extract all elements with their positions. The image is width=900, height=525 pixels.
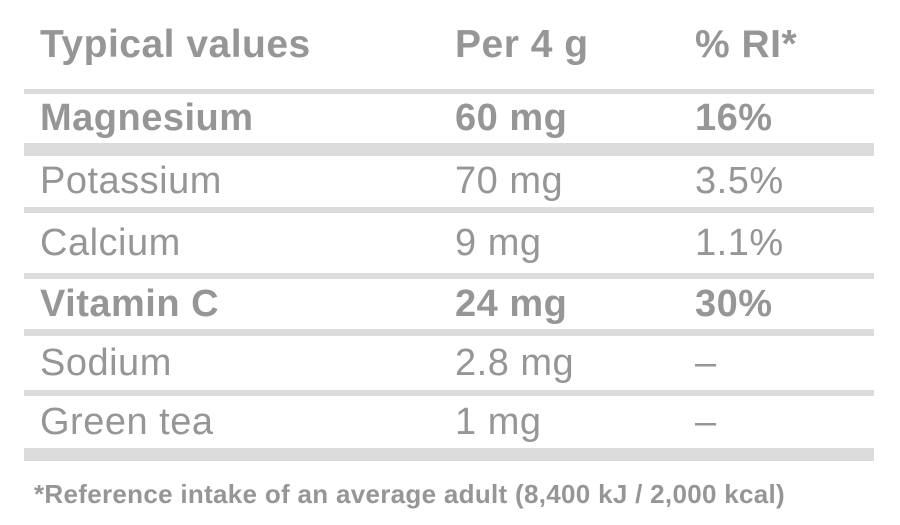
divider — [24, 390, 874, 396]
nutrient-name: Vitamin C — [40, 282, 220, 325]
table-row-potassium: Potassium 70 mg 3.5% — [0, 156, 900, 207]
table-row-green-tea: Green tea 1 mg – — [0, 396, 900, 448]
nutrient-name: Magnesium — [40, 97, 254, 139]
nutrient-percent-ri: – — [695, 400, 717, 443]
nutrient-name: Green tea — [40, 400, 214, 443]
table-row-sodium: Sodium 2.8 mg – — [0, 336, 900, 390]
nutrient-name: Calcium — [40, 221, 181, 264]
divider — [24, 207, 874, 213]
nutrient-percent-ri: 30% — [695, 282, 773, 325]
nutrient-amount: 1 mg — [455, 400, 542, 443]
nutrient-amount: 9 mg — [455, 221, 542, 264]
reference-intake-footnote: *Reference intake of an average adult (8… — [34, 479, 786, 509]
divider — [24, 143, 874, 156]
nutrient-amount: 60 mg — [455, 97, 568, 139]
nutrient-name: Sodium — [40, 341, 172, 384]
table-row-calcium: Calcium 9 mg 1.1% — [0, 213, 900, 273]
nutrient-percent-ri: 3.5% — [695, 160, 784, 202]
nutrient-amount: 24 mg — [455, 282, 568, 325]
divider — [24, 273, 874, 279]
nutrient-amount: 2.8 mg — [455, 341, 575, 384]
divider — [24, 329, 874, 336]
table-row-magnesium: Magnesium 60 mg 16% — [0, 94, 900, 143]
nutrient-percent-ri: 1.1% — [695, 221, 784, 264]
divider-bottom — [24, 448, 874, 461]
table-row-vitamin-c: Vitamin C 24 mg 30% — [0, 279, 900, 329]
nutrient-name: Potassium — [40, 160, 222, 202]
table-header-row: Typical values Per 4 g % RI* — [0, 0, 900, 89]
header-percent-ri: % RI* — [695, 22, 798, 66]
nutrient-percent-ri: 16% — [695, 97, 773, 139]
divider-header — [24, 89, 874, 94]
header-per-serving: Per 4 g — [455, 22, 589, 66]
header-typical-values: Typical values — [40, 22, 311, 66]
nutrient-amount: 70 mg — [455, 160, 564, 202]
nutrient-percent-ri: – — [695, 341, 717, 384]
